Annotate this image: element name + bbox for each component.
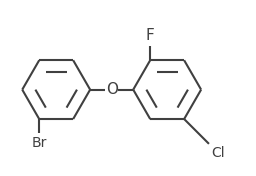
- Text: Br: Br: [31, 136, 47, 150]
- Text: F: F: [146, 28, 155, 43]
- Text: Cl: Cl: [211, 146, 225, 161]
- Text: O: O: [106, 82, 118, 97]
